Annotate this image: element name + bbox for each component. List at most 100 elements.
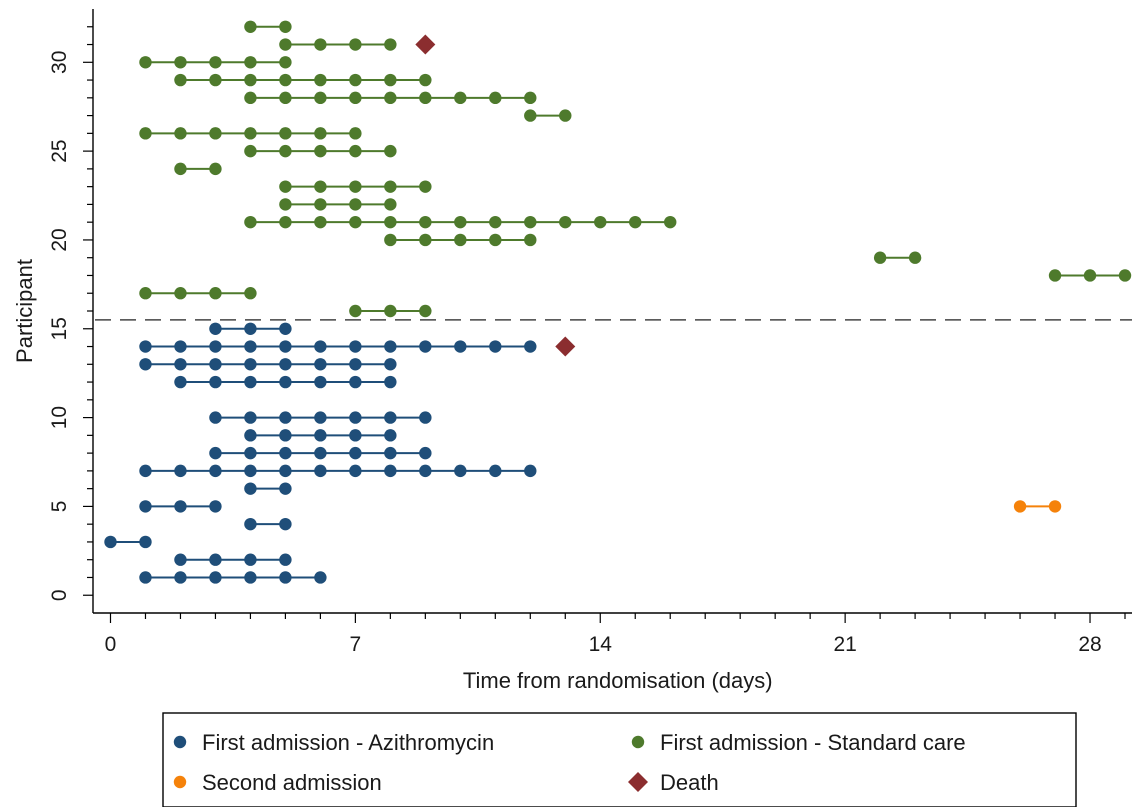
data-point <box>384 74 396 86</box>
series-3 <box>415 35 575 357</box>
data-point <box>314 376 326 388</box>
data-point <box>244 411 256 423</box>
data-point <box>244 447 256 459</box>
data-point <box>279 92 291 104</box>
data-point <box>419 234 431 246</box>
data-point <box>244 56 256 68</box>
data-point <box>279 145 291 157</box>
data-point <box>244 127 256 139</box>
data-point <box>314 571 326 583</box>
data-point <box>209 56 221 68</box>
data-point <box>279 465 291 477</box>
data-point <box>244 482 256 494</box>
data-point <box>349 74 361 86</box>
legend: First admission - Azithromycin First admi… <box>163 713 1076 807</box>
series-1 <box>139 21 1131 318</box>
data-point <box>314 180 326 192</box>
data-point <box>454 234 466 246</box>
data-point <box>209 287 221 299</box>
data-point <box>489 234 501 246</box>
data-point <box>279 376 291 388</box>
data-point <box>349 198 361 210</box>
data-point <box>1084 269 1096 281</box>
legend-label-2: Second admission <box>202 770 382 795</box>
data-point <box>489 216 501 228</box>
data-point <box>314 465 326 477</box>
data-point <box>314 358 326 370</box>
data-point <box>279 411 291 423</box>
data-point <box>209 500 221 512</box>
data-point <box>174 571 186 583</box>
data-point <box>174 287 186 299</box>
data-point <box>174 500 186 512</box>
data-point <box>454 340 466 352</box>
data-point <box>384 305 396 317</box>
data-point <box>314 92 326 104</box>
data-point <box>209 323 221 335</box>
data-point <box>349 305 361 317</box>
data-point <box>314 429 326 441</box>
data-point <box>209 571 221 583</box>
series-0 <box>104 323 536 584</box>
data-point <box>314 145 326 157</box>
data-point <box>349 38 361 50</box>
data-point <box>279 56 291 68</box>
data-point <box>244 287 256 299</box>
legend-marker-2 <box>174 776 186 788</box>
data-point <box>419 74 431 86</box>
data-point <box>244 429 256 441</box>
data-point <box>454 92 466 104</box>
data-point <box>384 358 396 370</box>
data-point <box>279 198 291 210</box>
data-point <box>244 145 256 157</box>
data-point <box>244 358 256 370</box>
data-point <box>524 340 536 352</box>
data-point <box>279 571 291 583</box>
x-tick-label: 7 <box>350 633 362 656</box>
data-point <box>349 358 361 370</box>
data-point <box>279 21 291 33</box>
x-tick-label: 0 <box>105 633 117 656</box>
data-point <box>349 216 361 228</box>
data-point <box>419 216 431 228</box>
data-point <box>279 429 291 441</box>
y-tick-label: 10 <box>48 406 71 429</box>
data-point <box>1119 269 1131 281</box>
data-point <box>279 447 291 459</box>
data-point <box>279 482 291 494</box>
legend-label-1: First admission - Standard care <box>660 730 966 755</box>
data-point <box>349 429 361 441</box>
data-point <box>174 465 186 477</box>
data-point <box>209 447 221 459</box>
data-point <box>279 554 291 566</box>
data-point <box>384 180 396 192</box>
data-point <box>524 465 536 477</box>
y-tick-label: 30 <box>48 51 71 74</box>
data-point <box>559 109 571 121</box>
data-point <box>384 465 396 477</box>
data-point <box>909 252 921 264</box>
data-point <box>244 21 256 33</box>
data-point <box>489 92 501 104</box>
legend-label-3: Death <box>660 770 719 795</box>
data-point <box>314 127 326 139</box>
plot-area <box>95 21 1132 584</box>
data-point <box>349 340 361 352</box>
data-point <box>244 376 256 388</box>
data-point <box>279 127 291 139</box>
data-point <box>349 447 361 459</box>
data-point <box>174 340 186 352</box>
y-tick-label: 5 <box>48 501 71 513</box>
data-point <box>104 536 116 548</box>
data-point <box>419 411 431 423</box>
data-point <box>139 465 151 477</box>
data-point <box>349 180 361 192</box>
data-point <box>314 38 326 50</box>
data-point <box>139 56 151 68</box>
data-point <box>244 323 256 335</box>
data-point <box>139 358 151 370</box>
data-point <box>1049 269 1061 281</box>
data-point <box>1014 500 1026 512</box>
data-point <box>244 216 256 228</box>
death-marker <box>415 35 435 55</box>
